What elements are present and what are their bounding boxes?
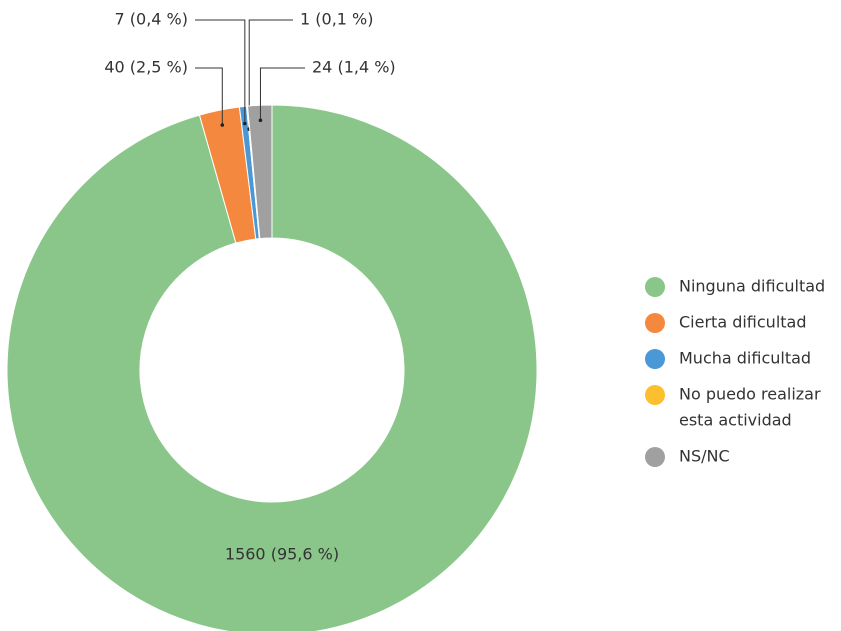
data-label: 40 (2,5 %) xyxy=(104,58,188,77)
donut-slice xyxy=(6,104,538,631)
leader-line xyxy=(248,19,293,130)
leader-dot xyxy=(220,123,225,127)
legend-swatch xyxy=(645,447,665,467)
legend-label: NS/NC xyxy=(679,447,730,466)
data-label: 1560 (95,6 %) xyxy=(225,545,339,564)
leader-line xyxy=(259,67,305,121)
legend-label: No puedo realizar xyxy=(679,385,821,404)
legend-label: esta actividad xyxy=(679,411,792,430)
legend-label: Ninguna dificultad xyxy=(679,277,825,296)
leader-dot xyxy=(243,121,247,126)
legend-label: Mucha dificultad xyxy=(679,349,811,368)
leader-line xyxy=(195,67,223,125)
legend-label: Cierta dificultad xyxy=(679,313,807,332)
data-label: 1 (0,1 %) xyxy=(300,10,373,29)
data-label: 24 (1,4 %) xyxy=(312,58,396,77)
data-label: 7 (0,4 %) xyxy=(115,10,188,29)
legend-swatch xyxy=(645,313,665,333)
leader-line xyxy=(195,19,246,124)
legend-swatch xyxy=(645,349,665,369)
legend-swatch xyxy=(645,277,665,297)
legend-swatch xyxy=(645,385,665,405)
leader-dot xyxy=(258,118,263,123)
donut-slice xyxy=(247,104,273,240)
